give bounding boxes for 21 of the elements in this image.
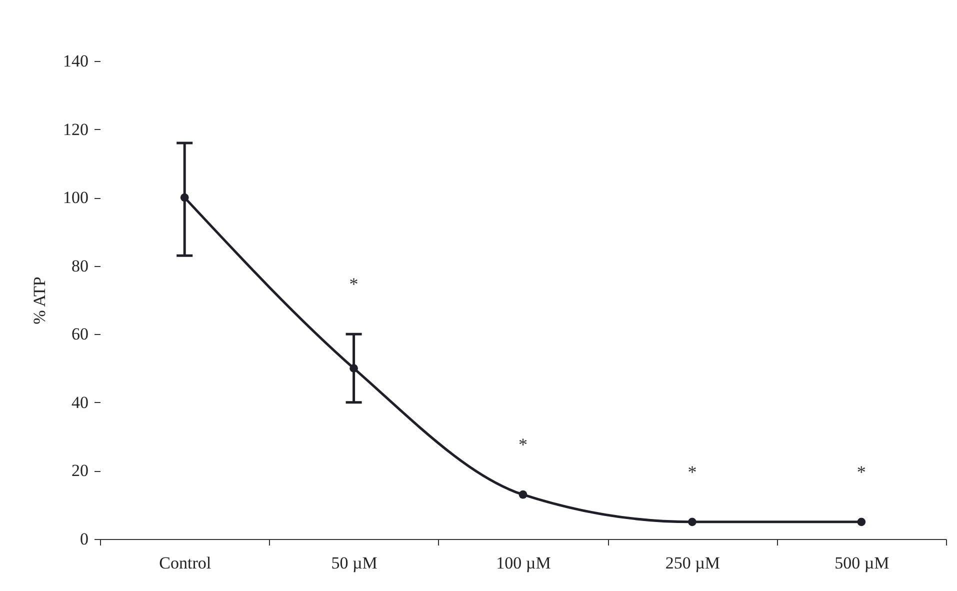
annotation: * (518, 434, 528, 455)
point (857, 518, 866, 526)
x-tick-label: Control (159, 554, 212, 572)
x-tick-label: 100 µM (496, 554, 551, 572)
x-tick-label: 250 µM (665, 554, 720, 572)
y-tick-label: 80 (72, 256, 88, 276)
annotation: * (856, 462, 866, 482)
y-tick-label: 40 (72, 392, 88, 412)
x-tick-label: 50 µM (331, 554, 378, 572)
point (518, 490, 528, 499)
annotation: * (688, 462, 697, 482)
y-tick-label: 60 (72, 324, 88, 344)
y-tick-label: 120 (63, 120, 88, 139)
x-tick-label: 500 µM (834, 554, 890, 572)
y-tick-label: 100 (63, 188, 88, 208)
point (688, 518, 696, 526)
y-tick-label: 140 (63, 52, 88, 70)
y-tick-label: 0 (80, 530, 88, 548)
y-tick-label: 20 (72, 461, 88, 480)
annotation: * (349, 274, 358, 294)
y-axis-title: % ATP (30, 276, 49, 324)
